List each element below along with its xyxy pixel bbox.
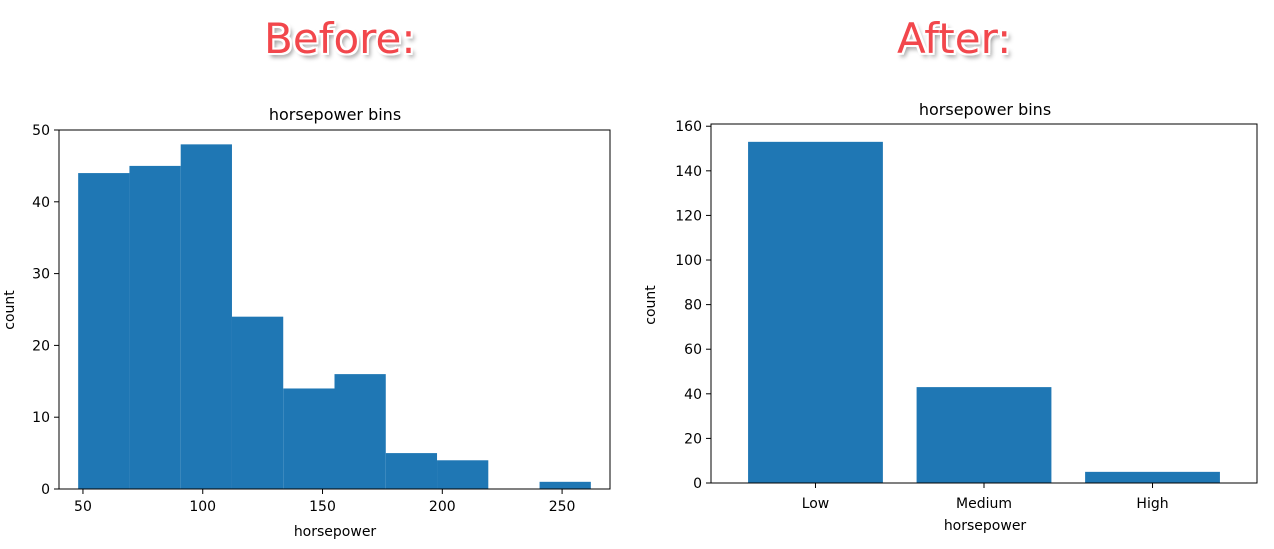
histogram-bar — [283, 388, 335, 489]
histogram-bar — [437, 460, 489, 489]
y-tick-label: 60 — [684, 342, 702, 358]
left-chart-title: horsepower bins — [269, 105, 401, 124]
right-y-axis-label: count — [643, 285, 659, 325]
x-tick-label: 200 — [429, 499, 456, 515]
bar — [916, 387, 1052, 483]
bar — [1085, 471, 1220, 483]
x-tick-label: 50 — [74, 499, 92, 515]
y-tick-label: 50 — [32, 123, 50, 139]
histogram-bar — [385, 453, 438, 489]
x-tick-label: Low — [802, 496, 830, 512]
y-tick-label: 0 — [41, 482, 50, 498]
y-tick-label: 160 — [675, 119, 702, 135]
before-heading: Before: — [264, 14, 416, 63]
y-tick-label: 0 — [693, 476, 702, 492]
histogram-bar — [129, 165, 181, 489]
y-tick-label: 140 — [675, 164, 702, 180]
x-tick-label: High — [1136, 496, 1168, 512]
y-tick-label: 40 — [32, 195, 50, 211]
right-chart-title: horsepower bins — [919, 100, 1051, 119]
left-plot-frame — [58, 129, 611, 490]
y-tick-label: 100 — [675, 253, 702, 269]
right-x-axis-label: horsepower — [944, 518, 1027, 534]
y-tick-label: 20 — [684, 431, 702, 447]
y-tick-label: 20 — [32, 338, 50, 354]
y-tick-label: 40 — [684, 387, 702, 403]
y-tick-label: 10 — [32, 410, 50, 426]
histogram-bar — [231, 316, 284, 489]
after-heading: After: — [897, 14, 1012, 63]
x-tick-label: 150 — [309, 499, 336, 515]
x-tick-label: 250 — [549, 499, 576, 515]
histogram-bar — [78, 173, 130, 489]
y-tick-label: 30 — [32, 267, 50, 283]
left-y-axis-label: count — [2, 290, 18, 330]
histogram-bar — [539, 481, 591, 489]
left-x-axis-label: horsepower — [294, 524, 377, 540]
x-tick-label: 100 — [189, 499, 216, 515]
y-tick-label: 120 — [675, 208, 702, 224]
histogram-bar — [180, 144, 232, 490]
bar-chart: horsepower bins Low Medium High 0 20 40 60 80 1… — [643, 100, 1258, 534]
histogram-bar — [334, 374, 386, 489]
histogram-chart: horsepower bins 50 100 150 200 250 0 10 20 30 40… — [2, 105, 611, 540]
bar — [748, 141, 883, 484]
y-tick-label: 80 — [684, 298, 702, 314]
x-tick-label: Medium — [956, 496, 1012, 512]
